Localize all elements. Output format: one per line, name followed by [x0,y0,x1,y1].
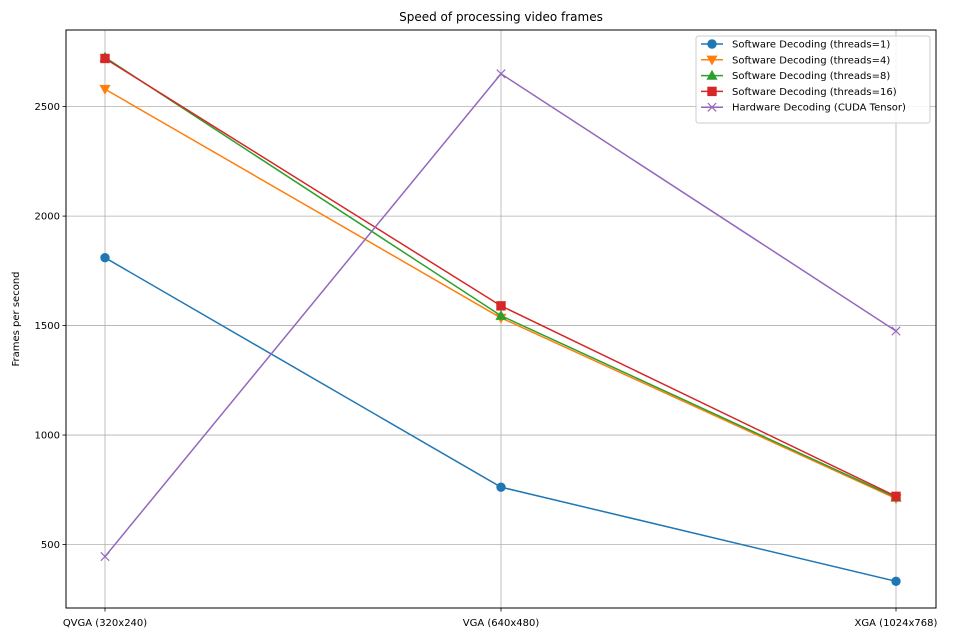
legend-entry: Software Decoding (threads=1) [701,39,890,51]
x-tick-label: XGA (1024x768) [855,618,938,629]
data-point-square [891,491,901,502]
legend-entry: Hardware Decoding (CUDA Tensor) [701,102,906,114]
data-point-square [496,301,506,311]
data-point-circle [707,39,717,49]
data-point-x [891,326,901,336]
y-tick-label: 1000 [35,431,60,442]
y-tick-label: 1500 [35,321,60,332]
chart-title: Speed of processing video frames [399,10,603,24]
legend-box [695,35,931,124]
y-tick-label: 2500 [35,102,60,113]
series-5 [100,69,901,562]
data-point-triangle-up [706,69,718,80]
y-tick-label: 500 [41,540,60,551]
y-tick-label: 2000 [35,212,60,223]
legend-label: Software Decoding (threads=8) [732,71,890,82]
data-point-x [100,551,110,562]
legend-entry: Software Decoding (threads=16) [701,86,897,98]
legend-label: Software Decoding (threads=1) [732,40,890,51]
legend-entry: Software Decoding (threads=4) [701,55,890,66]
legend-label: Hardware Decoding (CUDA Tensor) [732,103,906,114]
data-point-x [707,102,717,112]
data-point-x [496,69,506,79]
y-axis-label: Frames per second [11,272,22,367]
data-point-triangle-down [706,55,718,66]
series-1 [100,252,901,586]
series-4 [100,53,901,502]
axis-ticks: 500 1000 1500 2000 2500 QVGA (320x240) VGA (64… [35,102,938,629]
data-point-square [707,86,717,97]
x-tick-label: VGA (640x480) [463,618,540,629]
data-point-square [100,53,110,64]
data-point-triangle-down [99,84,111,95]
x-tick-label: QVGA (320x240) [63,618,147,629]
data-point-circle [891,576,901,586]
legend-label: Software Decoding (threads=4) [732,55,890,66]
legend-entry: Software Decoding (threads=8) [701,69,890,82]
data-point-circle [496,482,506,492]
data-point-circle [100,252,110,263]
data-point-triangle-up [495,309,507,320]
series-layer [99,51,902,586]
legend: Software Decoding (threads=1) Software De… [695,35,931,124]
grid-lines [66,30,936,608]
legend-label: Software Decoding (threads=16) [732,87,897,98]
